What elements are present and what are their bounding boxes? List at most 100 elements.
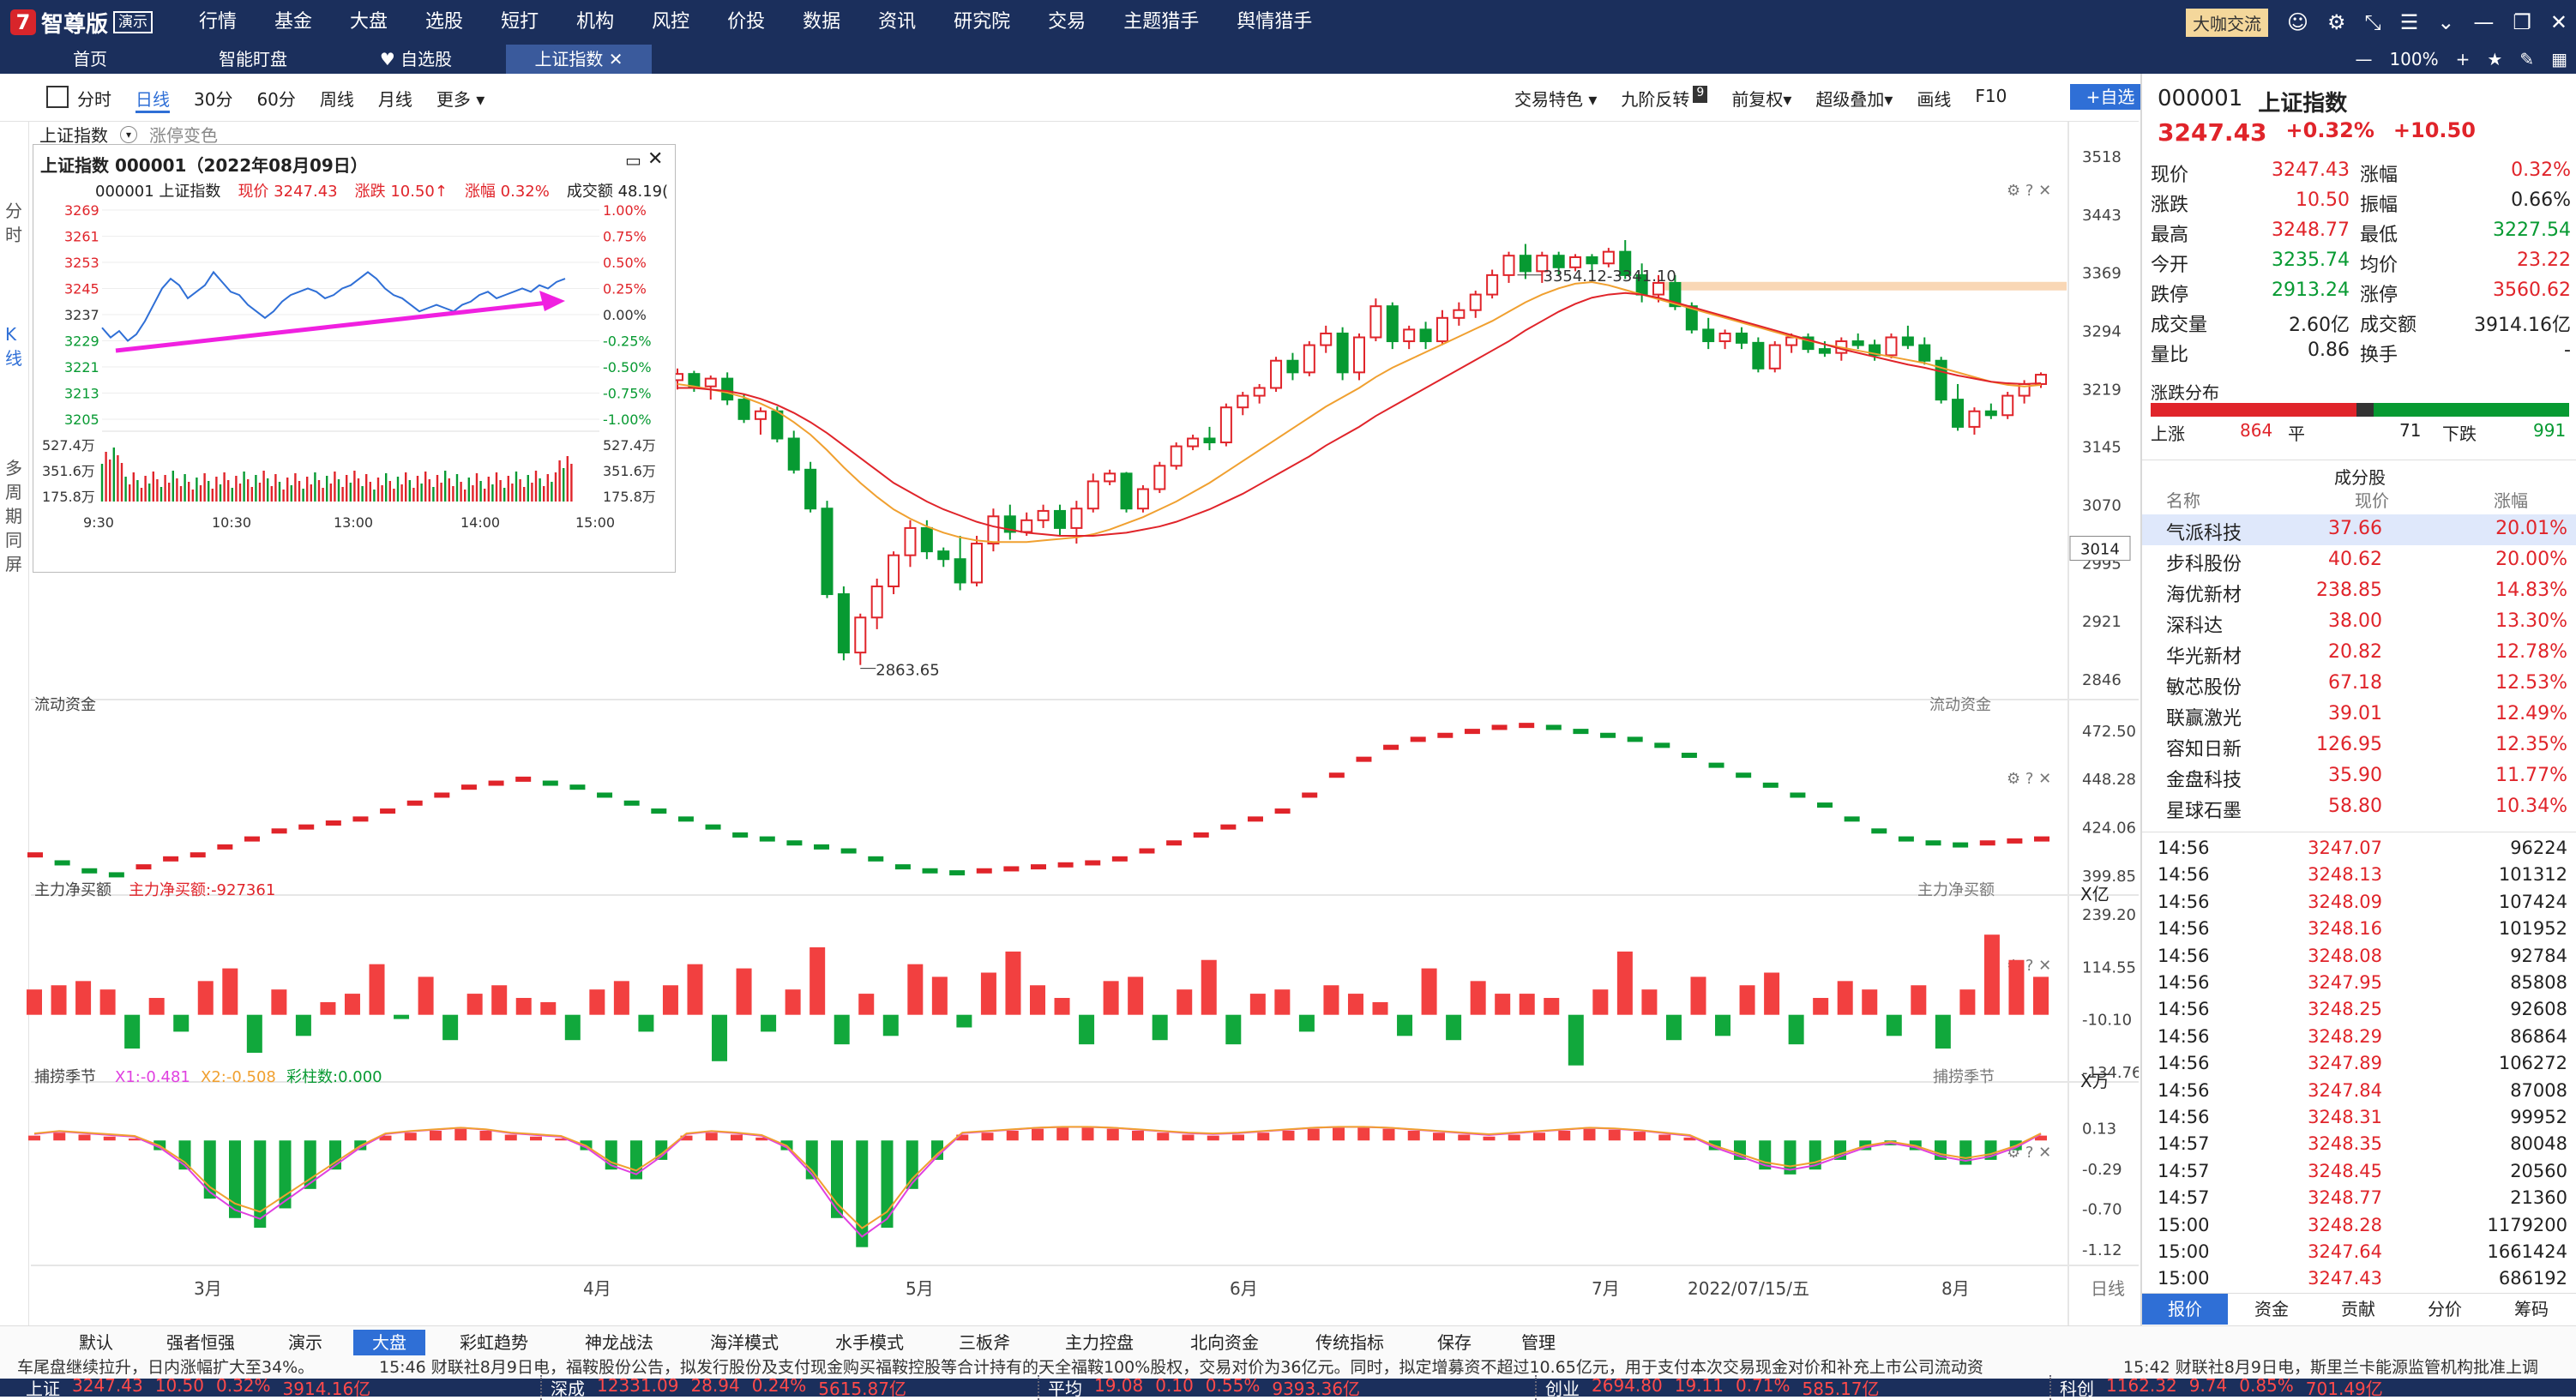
- chart-tool-item[interactable]: 超级叠加▾: [1815, 89, 1893, 110]
- menu-item[interactable]: 风控: [652, 11, 690, 33]
- indicator-tab[interactable]: 演示: [288, 1332, 322, 1353]
- side-multi-period[interactable]: 多周期同屏: [5, 458, 22, 574]
- candle-body[interactable]: [1053, 509, 1066, 529]
- candle-body[interactable]: [1070, 508, 1083, 529]
- menu-item[interactable]: 舆情猎手: [1237, 11, 1313, 33]
- constituent-row[interactable]: 容知日新 126.95 12.35%: [2142, 730, 2576, 761]
- candle-body[interactable]: [1952, 399, 1965, 428]
- candle-body[interactable]: [870, 585, 883, 619]
- indicator-tab[interactable]: 传统指标: [1315, 1332, 1384, 1353]
- forum-button[interactable]: 大咖交流: [2186, 8, 2268, 37]
- candle-body[interactable]: [904, 526, 917, 556]
- candle-body[interactable]: [1519, 255, 1532, 273]
- candle-body[interactable]: [1286, 359, 1299, 374]
- candle-body[interactable]: [1203, 437, 1216, 444]
- candle-body[interactable]: [888, 554, 900, 587]
- indicator-tab[interactable]: 北向资金: [1190, 1332, 1259, 1353]
- candle-body[interactable]: [971, 543, 984, 584]
- add-watchlist-button[interactable]: +自选: [2070, 84, 2151, 110]
- candle-body[interactable]: [1187, 437, 1200, 448]
- candle-body[interactable]: [1320, 332, 1333, 346]
- constituent-row[interactable]: 华光新材 20.82 12.78%: [2142, 638, 2576, 669]
- shrink-icon[interactable]: ⤡: [2364, 10, 2381, 34]
- candle-body[interactable]: [1768, 344, 1781, 370]
- indicator-tab[interactable]: 强者恒强: [166, 1332, 235, 1353]
- news-item[interactable]: 车尾盘继续拉升，日内涨幅扩大至34%。: [17, 1358, 315, 1377]
- candle-body[interactable]: [1602, 250, 1615, 265]
- candle-body[interactable]: [721, 377, 734, 401]
- candle-body[interactable]: [1086, 480, 1099, 510]
- period-item[interactable]: 30分: [194, 89, 233, 110]
- candle-body[interactable]: [1037, 509, 1050, 521]
- menu-item[interactable]: 大盘: [350, 11, 388, 33]
- chart-tool-item[interactable]: 画线: [1917, 89, 1952, 110]
- candle-body[interactable]: [954, 558, 966, 584]
- minimize-icon[interactable]: —: [2473, 10, 2495, 34]
- period-item[interactable]: 日线: [135, 86, 170, 113]
- candle-body[interactable]: [1003, 515, 1016, 533]
- candle-body[interactable]: [1435, 316, 1448, 343]
- candle-body[interactable]: [1968, 410, 1981, 428]
- candle-body[interactable]: [1253, 387, 1266, 397]
- menu-item[interactable]: 价投: [727, 11, 766, 33]
- chart-tool-item[interactable]: 九阶反转: [1621, 89, 1690, 110]
- settings-icon[interactable]: ⚙: [2327, 10, 2346, 34]
- candle-body[interactable]: [1153, 465, 1166, 490]
- candle-body[interactable]: [754, 410, 767, 420]
- panel-settings-icon[interactable]: ⚙ ? ✕: [2007, 770, 2051, 788]
- period-item[interactable]: 更多 ▾: [436, 89, 485, 110]
- candle-body[interactable]: [1136, 488, 1149, 510]
- candle-body[interactable]: [987, 515, 1000, 545]
- menu-item[interactable]: 数据: [803, 11, 841, 33]
- candle-body[interactable]: [1918, 344, 1931, 362]
- candle-body[interactable]: [1502, 255, 1515, 276]
- indicator-tab[interactable]: 主力控盘: [1065, 1332, 1134, 1353]
- candle-body[interactable]: [1486, 273, 1499, 296]
- candle-body[interactable]: [920, 526, 933, 553]
- indicator-tab[interactable]: 彩虹趋势: [460, 1332, 528, 1353]
- side-fenshi[interactable]: 分时: [5, 201, 22, 245]
- candle-body[interactable]: [1336, 332, 1349, 374]
- candle-body[interactable]: [1237, 394, 1249, 409]
- candle-body[interactable]: [1369, 305, 1382, 339]
- popup-minimize-icon[interactable]: ▭: [625, 150, 641, 171]
- quote-tab[interactable]: 贡献: [2341, 1299, 2375, 1319]
- indicator-tab[interactable]: 保存: [1437, 1332, 1472, 1353]
- zoom-out-icon[interactable]: —: [2355, 49, 2373, 69]
- candle-body[interactable]: [1120, 472, 1133, 510]
- candle-body[interactable]: [1170, 445, 1183, 467]
- popup-close-icon[interactable]: ✕: [647, 148, 664, 170]
- index-ticker-item[interactable]: 深成 12331.09 28.94 0.24% 5615.87亿: [540, 1375, 906, 1400]
- candle-body[interactable]: [1270, 359, 1283, 389]
- period-item[interactable]: 60分: [256, 89, 296, 110]
- menu-item[interactable]: 资讯: [878, 11, 917, 33]
- candle-body[interactable]: [1851, 340, 1864, 346]
- candle-body[interactable]: [1718, 332, 1731, 343]
- index-ticker-item[interactable]: 上证 3247.43 10.50 0.32% 3914.16亿: [26, 1375, 370, 1400]
- constituent-row[interactable]: 海优新材 238.85 14.83%: [2142, 576, 2576, 607]
- layout-icon[interactable]: [46, 86, 69, 108]
- tab-home[interactable]: 首页: [26, 45, 154, 74]
- maximize-icon[interactable]: ❐: [2513, 10, 2531, 34]
- index-ticker-item[interactable]: 创业 2694.80 19.11 0.71% 585.17亿: [1535, 1375, 1880, 1400]
- grid-icon[interactable]: ▦: [2551, 49, 2567, 69]
- candle-body[interactable]: [1386, 305, 1399, 343]
- panel-settings-icon[interactable]: ⚙ ? ✕: [2007, 182, 2051, 200]
- candle-body[interactable]: [1453, 309, 1466, 319]
- candle-body[interactable]: [1552, 255, 1565, 268]
- candle-body[interactable]: [1984, 410, 1997, 417]
- candle-body[interactable]: [821, 508, 834, 596]
- menu-item[interactable]: 行情: [199, 11, 238, 33]
- menu-item[interactable]: 短打: [501, 11, 539, 33]
- tab-close-icon[interactable]: ✕: [608, 49, 623, 69]
- chart-tool-item[interactable]: 交易特色 ▾: [1514, 89, 1598, 110]
- candle-body[interactable]: [1104, 472, 1116, 483]
- candle-body[interactable]: [837, 593, 850, 654]
- constituent-row[interactable]: 敏芯股份 67.18 12.53%: [2142, 669, 2576, 700]
- menu-item[interactable]: 主题猎手: [1123, 11, 1200, 33]
- candle-body[interactable]: [1869, 344, 1881, 357]
- news-item[interactable]: 15:46 财联社8月9日电，福鞍股份公告，拟发行股份及支付现金购买福鞍控股等合…: [379, 1358, 1983, 1377]
- news-item[interactable]: 15:42 财联社8月9日电，斯里兰卡能源监管机构批准上调: [2123, 1358, 2538, 1377]
- candle-body[interactable]: [854, 616, 867, 654]
- constituent-row[interactable]: 金盘科技 35.90 11.77%: [2142, 761, 2576, 792]
